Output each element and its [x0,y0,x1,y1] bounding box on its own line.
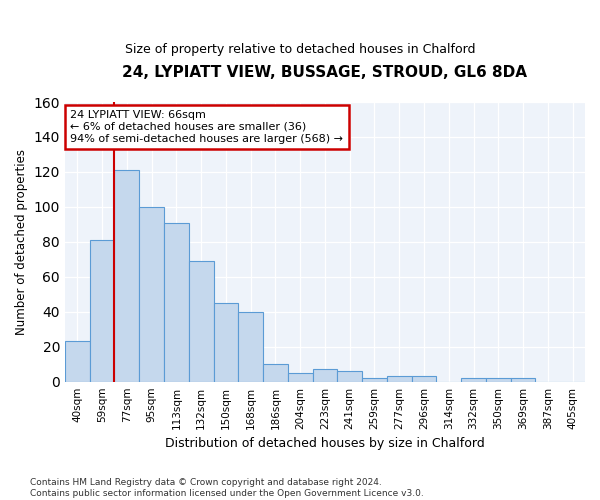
Bar [238,312,263,382]
Bar [65,342,89,382]
Bar [139,207,164,382]
Bar [511,378,535,382]
Bar [362,378,387,382]
Bar [214,303,238,382]
Bar [189,261,214,382]
X-axis label: Distribution of detached houses by size in Chalford: Distribution of detached houses by size … [165,437,485,450]
Title: 24, LYPIATT VIEW, BUSSAGE, STROUD, GL6 8DA: 24, LYPIATT VIEW, BUSSAGE, STROUD, GL6 8… [122,65,527,80]
Bar [337,371,362,382]
Bar [115,170,139,382]
Bar [461,378,486,382]
Bar [486,378,511,382]
Bar [387,376,412,382]
Bar [288,373,313,382]
Text: 24 LYPIATT VIEW: 66sqm
← 6% of detached houses are smaller (36)
94% of semi-deta: 24 LYPIATT VIEW: 66sqm ← 6% of detached … [70,110,343,144]
Text: Contains HM Land Registry data © Crown copyright and database right 2024.
Contai: Contains HM Land Registry data © Crown c… [30,478,424,498]
Y-axis label: Number of detached properties: Number of detached properties [15,149,28,335]
Text: Size of property relative to detached houses in Chalford: Size of property relative to detached ho… [125,42,475,56]
Bar [164,222,189,382]
Bar [263,364,288,382]
Bar [412,376,436,382]
Bar [313,370,337,382]
Bar [89,240,115,382]
